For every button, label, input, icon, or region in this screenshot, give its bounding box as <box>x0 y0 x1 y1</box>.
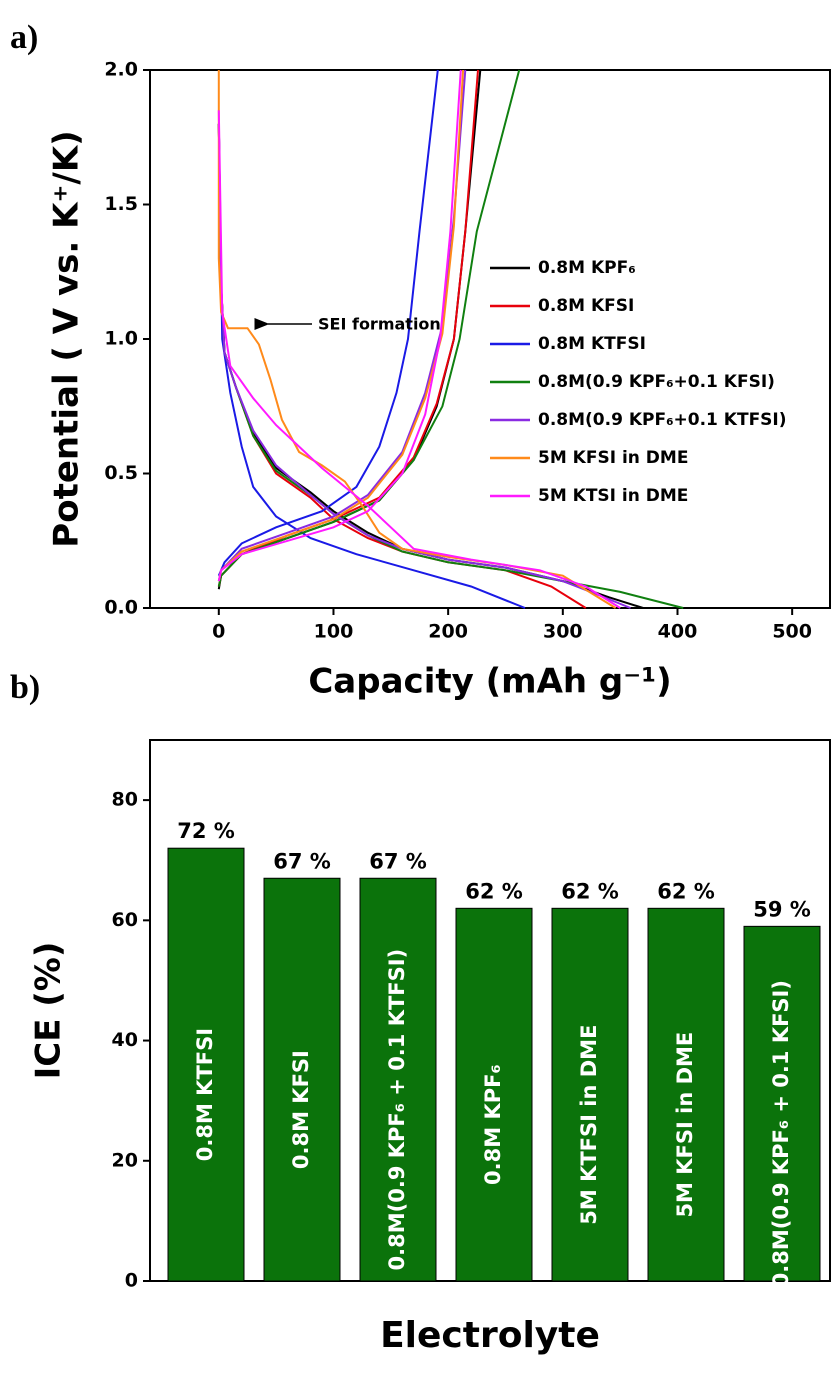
plot-frame <box>149 69 831 609</box>
x-tick-label: 0 <box>212 621 225 643</box>
value-label: 62 % <box>465 879 523 903</box>
category-label: 5M KTFSI in DME <box>577 1025 601 1225</box>
category-label: 0.8M KFSI <box>289 1050 313 1169</box>
y-tick-label: 80 <box>112 789 138 811</box>
y-axis-title: Potential ( V vs. K⁺/K) <box>47 130 87 547</box>
y-tick-label: 20 <box>112 1149 138 1171</box>
bar <box>743 925 821 1282</box>
y-tick-label: 0 <box>125 1270 138 1292</box>
x-axis-title: Electrolyte <box>380 1315 600 1356</box>
category-label: 0.8M KTFSI <box>193 1028 217 1161</box>
legend-label: 0.8M(0.9 KPF₆+0.1 KFSI) <box>538 372 775 392</box>
value-label: 59 % <box>753 897 811 921</box>
bar <box>647 907 725 1282</box>
y-tick-label: 60 <box>112 909 138 931</box>
curve <box>217 69 621 609</box>
y-tick-label: 1.5 <box>104 193 138 215</box>
bar <box>263 877 341 1282</box>
bar <box>455 907 533 1282</box>
legend-label: 0.8M KTFSI <box>538 334 646 354</box>
legend-label: 5M KTSI in DME <box>538 486 688 506</box>
x-tick-label: 500 <box>772 621 812 643</box>
y-tick-label: 40 <box>112 1029 138 1051</box>
value-label: 72 % <box>177 819 235 843</box>
x-axis-title: Capacity (mAh g⁻¹) <box>308 662 671 702</box>
value-label: 67 % <box>369 849 427 873</box>
legend-label: 0.8M(0.9 KPF₆+0.1 KTFSI) <box>538 410 787 430</box>
y-tick-label: 2.0 <box>104 59 138 81</box>
bar <box>167 847 245 1282</box>
category-label: 5M KFSI in DME <box>673 1032 697 1218</box>
y-tick-label: 0.5 <box>104 462 138 484</box>
category-label: 0.8M KPF₆ <box>481 1064 505 1185</box>
bar <box>359 877 437 1282</box>
panel-label: b) <box>10 669 40 706</box>
category-label: 0.8M(0.9 KPF₆ + 0.1 KTFSI) <box>385 949 409 1271</box>
y-axis-title: ICE (%) <box>29 942 69 1080</box>
x-tick-label: 200 <box>428 621 468 643</box>
legend-label: 0.8M KFSI <box>538 296 634 316</box>
x-tick-label: 300 <box>543 621 583 643</box>
value-label: 62 % <box>561 879 619 903</box>
legend-label: 0.8M KPF₆ <box>538 258 636 278</box>
value-label: 62 % <box>657 879 715 903</box>
curve <box>217 69 617 609</box>
bar <box>551 907 629 1282</box>
category-label: 0.8M(0.9 KPF₆ + 0.1 KFSI) <box>769 980 793 1287</box>
x-tick-label: 400 <box>658 621 698 643</box>
y-tick-label: 0.0 <box>104 597 138 619</box>
curve <box>217 69 526 609</box>
x-tick-label: 100 <box>314 621 354 643</box>
legend-label: 5M KFSI in DME <box>538 448 688 468</box>
annotation: SEI formation <box>318 315 441 334</box>
value-label: 67 % <box>273 849 331 873</box>
y-tick-label: 1.0 <box>104 328 138 350</box>
panel-label: a) <box>10 19 38 56</box>
